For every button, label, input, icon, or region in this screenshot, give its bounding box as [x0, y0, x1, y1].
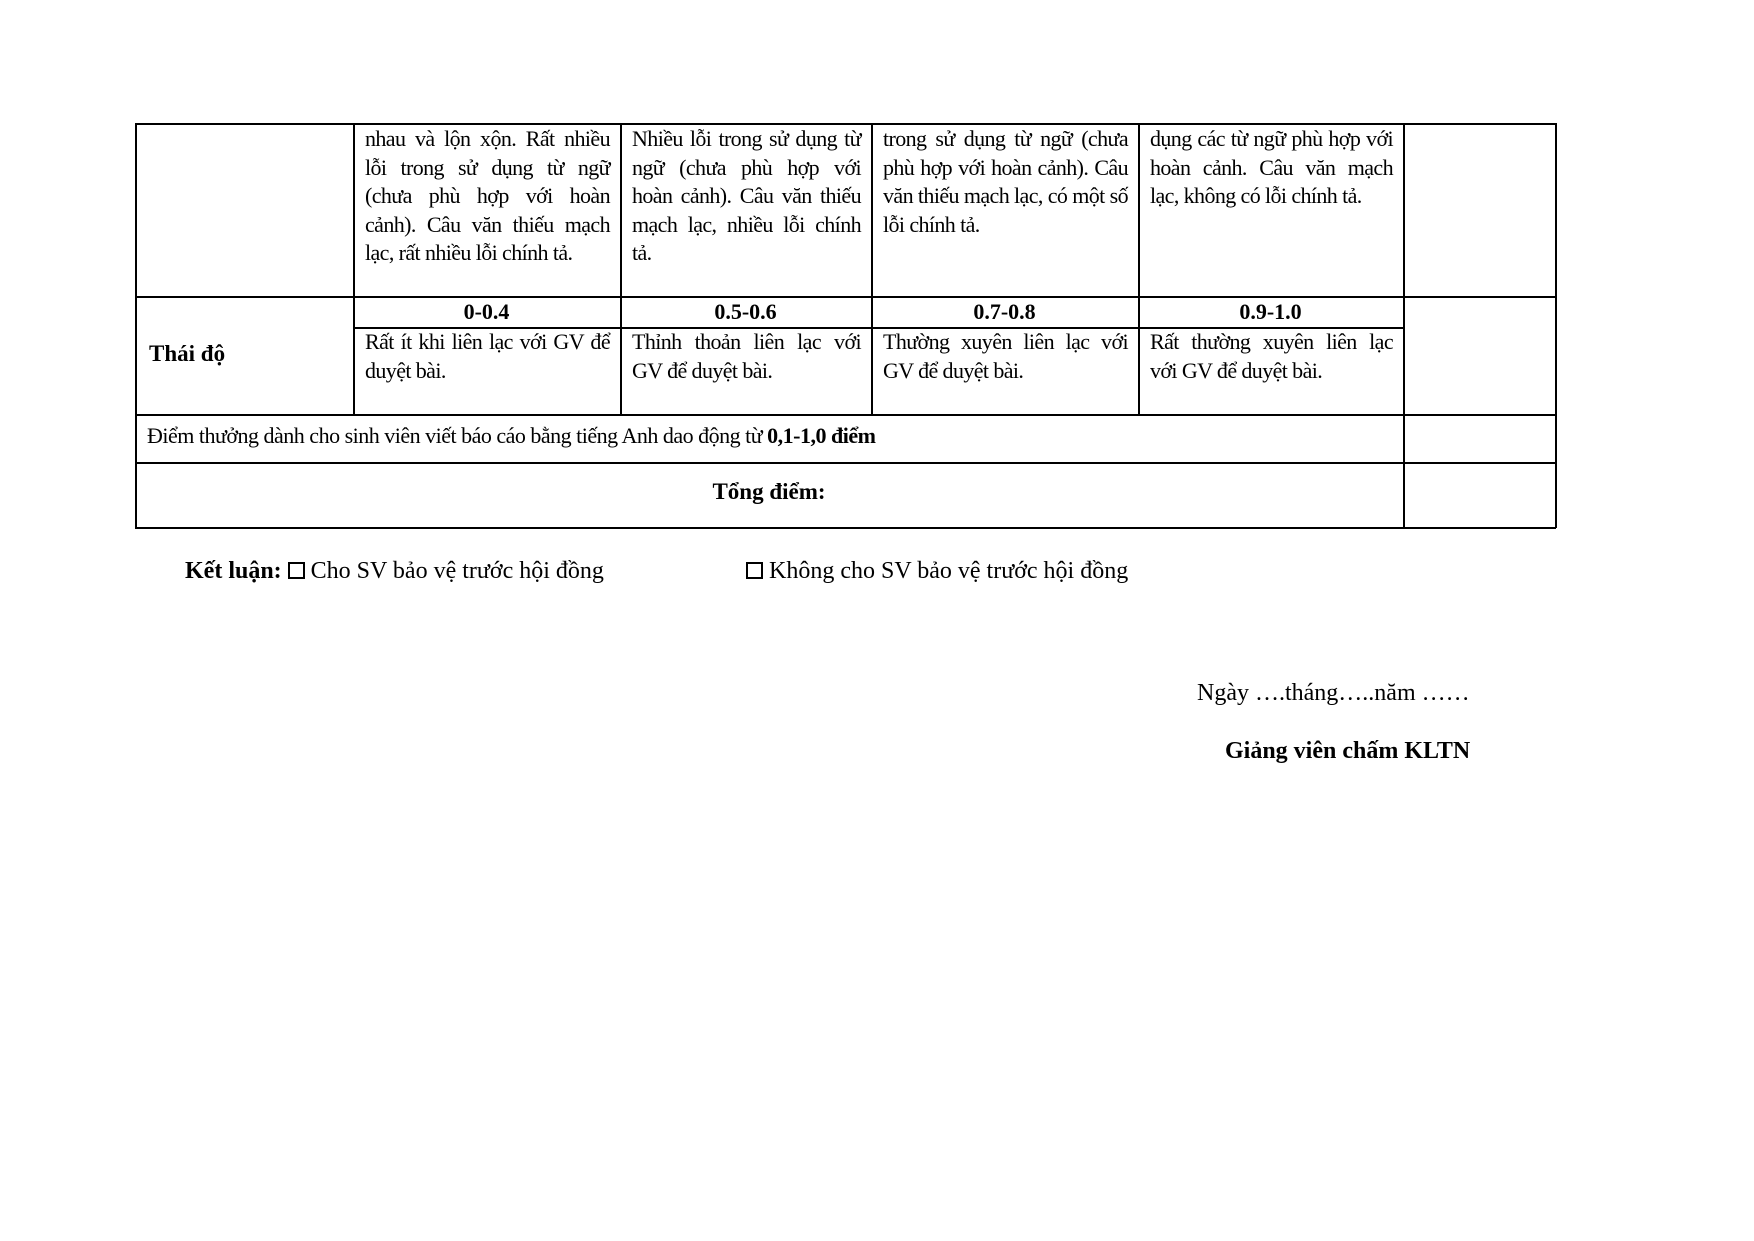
table-border-right: [1555, 123, 1557, 528]
attitude-cell: Thường xuyên liên lạc với GV để duyệt bà…: [873, 328, 1138, 385]
bonus-text: Điểm thưởng dành cho sinh viên viết báo …: [147, 423, 876, 449]
conclusion-option-no: Không cho SV bảo vệ trước hội đồng: [746, 558, 1128, 585]
attitude-label: Thái độ: [149, 341, 226, 366]
option-allow-defense-label: Cho SV bảo vệ trước hội đồng: [310, 558, 604, 584]
bonus-range: 0,1-1,0 điểm: [767, 423, 876, 448]
criteria-text: Nhiều lỗi trong sử dụng từ ngữ (chưa phù…: [632, 126, 862, 266]
criteria-cell: Nhiều lỗi trong sử dụng từ ngữ (chưa phù…: [622, 125, 871, 268]
row-divider: [135, 462, 1556, 464]
table-border-left: [135, 123, 137, 528]
attitude-cell: Thỉnh thoản liên lạc với GV để duyệt bài…: [622, 328, 871, 385]
conclusion-label: Kết luận:: [185, 558, 282, 584]
signer-title: Giảng viên chấm KLTN: [1225, 738, 1471, 764]
checkbox-deny-defense[interactable]: [746, 562, 763, 579]
criteria-cell: trong sử dụng từ ngữ (chưa phù hợp với h…: [873, 125, 1138, 239]
score-col-divider: [1403, 123, 1405, 528]
range-row-divider: [353, 327, 1403, 329]
date-line: Ngày ….tháng…..năm ……: [1197, 680, 1470, 706]
criteria-text: nhau và lộn xộn. Rất nhiều lỗi trong sử …: [365, 126, 611, 266]
criteria-text: dụng các từ ngữ phù hợp với hoàn cảnh. C…: [1150, 126, 1394, 209]
range-header: 0.5-0.6: [714, 299, 777, 324]
criteria-text: trong sử dụng từ ngữ (chưa phù hợp với h…: [883, 126, 1129, 237]
attitude-text: Thường xuyên liên lạc với GV để duyệt bà…: [883, 329, 1129, 383]
row-divider: [135, 296, 1556, 298]
range-header: 0.9-1.0: [1239, 299, 1302, 324]
attitude-text: Thỉnh thoản liên lạc với GV để duyệt bài…: [632, 329, 862, 383]
col-divider: [620, 123, 622, 414]
attitude-cell: Rất ít khi liên lạc với GV để duyệt bài.: [355, 328, 620, 385]
col-divider: [353, 123, 355, 414]
range-header: 0-0.4: [463, 299, 510, 324]
table-border-bottom: [135, 527, 1556, 529]
attitude-text: Rất ít khi liên lạc với GV để duyệt bài.: [365, 329, 611, 383]
option-deny-defense-label: Không cho SV bảo vệ trước hội đồng: [769, 558, 1129, 584]
criteria-cell: dụng các từ ngữ phù hợp với hoàn cảnh. C…: [1140, 125, 1403, 211]
conclusion: Kết luận: Cho SV bảo vệ trước hội đồng: [185, 558, 604, 585]
range-header: 0.7-0.8: [973, 299, 1036, 324]
table-border-top: [135, 123, 1556, 125]
col-divider: [871, 123, 873, 414]
row-divider: [135, 414, 1556, 416]
total-score-label: Tổng điểm:: [712, 479, 826, 504]
attitude-cell: Rất thường xuyên liên lạc với GV để duyệ…: [1140, 328, 1403, 385]
col-divider: [1138, 123, 1140, 414]
bonus-label: Điểm thưởng dành cho sinh viên viết báo …: [147, 423, 768, 448]
checkbox-allow-defense[interactable]: [287, 562, 305, 579]
attitude-text: Rất thường xuyên liên lạc với GV để duyệ…: [1150, 329, 1394, 383]
criteria-cell: nhau và lộn xộn. Rất nhiều lỗi trong sử …: [355, 125, 620, 268]
